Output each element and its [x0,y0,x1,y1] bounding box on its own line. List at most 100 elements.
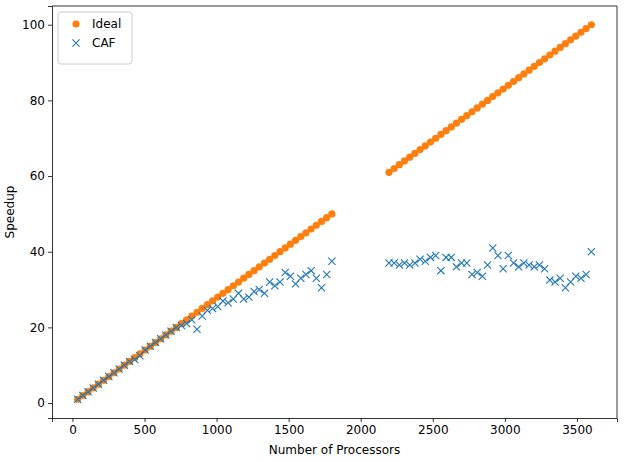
point [167,328,174,335]
tick-label: 60 [30,169,45,183]
point [152,339,159,346]
tick-label: 2000 [346,423,377,437]
point [557,275,564,282]
legend-box [58,12,132,64]
point [463,259,470,266]
point [100,377,107,384]
tick: 2000 [346,418,377,437]
legend-label: CAF [92,36,116,50]
point [474,269,481,276]
point [276,278,283,285]
point [536,261,543,268]
point [84,388,91,395]
axis-line [48,7,53,419]
point [193,326,200,333]
tick-mark [48,403,52,404]
point [261,290,268,297]
point [448,254,455,261]
tick-mark [505,418,506,422]
point [131,356,138,363]
tick-mark [289,418,290,422]
point [577,275,584,282]
tick-label: 40 [30,245,45,259]
tick-label: 2500 [418,423,449,437]
point [328,258,335,265]
point [588,248,595,255]
point [116,365,123,372]
tick: 1500 [274,418,305,437]
tick-label: 0 [37,396,45,410]
plot-area: 0500100015002000250030003500020406080100… [22,6,617,437]
series-1 [74,244,595,403]
point [271,282,278,289]
point [583,271,590,278]
tick-mark [72,418,73,422]
legend-label: Ideal [92,17,121,31]
point [90,384,97,391]
tick-label: 1000 [202,423,233,437]
series-0 [74,21,595,403]
tick: 0 [37,396,52,410]
tick: 1000 [202,418,233,437]
tick-label: 20 [30,321,45,335]
tick: 40 [30,245,52,259]
tick: 20 [30,321,52,335]
y-axis: 020406080100 [22,7,52,419]
tick-mark [48,327,52,328]
tick-label: 3000 [490,423,521,437]
tick: 80 [30,94,52,108]
axis-line [53,419,618,423]
point [453,263,460,270]
tick-label: 500 [134,423,157,437]
point [147,343,154,350]
point [282,269,289,276]
tick: 3500 [562,418,593,437]
point [308,267,315,274]
y-axis-title: Speedup [3,186,17,239]
frame [617,6,618,418]
tick-label: 80 [30,94,45,108]
point [121,362,128,369]
tick-mark [433,418,434,422]
point [74,396,81,403]
x-axis-title: Number of Processors [269,443,400,457]
point [323,271,330,278]
point [142,346,149,353]
legend-entry: CAF [72,36,115,50]
point [147,343,154,350]
point [162,331,169,338]
point [479,273,486,280]
tick: 0 [69,418,77,437]
point [266,278,273,285]
point [157,335,164,342]
point [297,275,304,282]
point [287,273,294,280]
tick-mark [48,176,52,177]
point [152,339,159,346]
point [116,365,123,372]
frame [52,6,617,7]
point [313,275,320,282]
point [484,261,491,268]
tick: 3000 [490,418,521,437]
point [105,373,112,380]
point [100,377,107,384]
point [110,369,117,376]
tick-label: 1500 [274,423,305,437]
point [437,267,444,274]
tick: 60 [30,169,52,183]
point [500,265,507,272]
x-axis: 0 500 1000 1500 2000 2500 3000 3500 [53,418,618,437]
tick-mark [145,418,146,422]
point [110,369,117,376]
tick-label: 3500 [562,423,593,437]
point [225,299,232,306]
tick: 2500 [418,418,449,437]
point [588,21,595,28]
point [105,373,112,380]
point [515,263,522,270]
point [510,259,517,266]
tick-mark [48,100,52,101]
tick-label: 0 [69,423,77,437]
point [302,271,309,278]
